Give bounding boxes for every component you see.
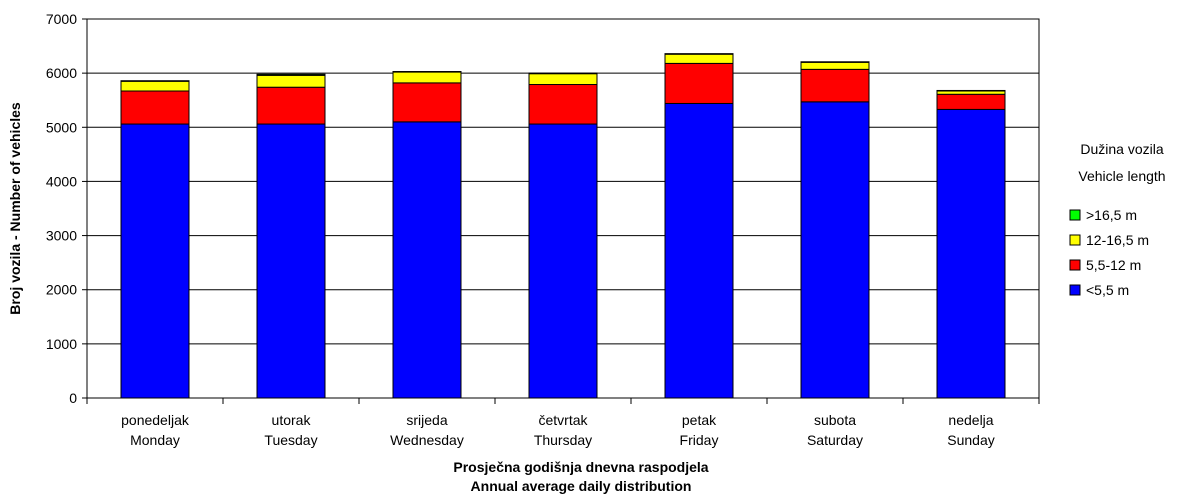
bar-6-series-3 — [936, 89, 1006, 92]
x-tick-label-6-line-1: Sunday — [947, 432, 994, 448]
x-axis-title: Prosječna godišnja dnevna raspodjela Annu… — [453, 459, 708, 494]
bar-1-series-0 — [256, 123, 326, 399]
bar-3-series-0 — [528, 123, 598, 399]
x-axis-title-line-0: Prosječna godišnja dnevna raspodjela — [453, 459, 708, 475]
x-tick-label-2-line-0: srijeda — [406, 412, 447, 428]
y-tick-label-6: 6000 — [46, 65, 77, 81]
legend-title-line-1: Vehicle length — [1078, 168, 1165, 184]
y-tick-label-4: 4000 — [46, 173, 77, 189]
bar-4-series-0 — [664, 102, 734, 399]
axes — [82, 18, 1040, 404]
bar-2-series-0 — [392, 121, 462, 399]
x-tick-label-4-line-0: petak — [682, 412, 717, 428]
x-tick-label-5-line-0: subota — [814, 412, 856, 428]
x-tick-label-1-line-1: Tuesday — [264, 432, 317, 448]
bar-0-series-0 — [120, 123, 190, 399]
y-tick-label-1: 1000 — [46, 336, 77, 352]
bar-5-series-3 — [800, 61, 870, 63]
y-tick-label-5: 5000 — [46, 119, 77, 135]
bar-3-series-2 — [528, 73, 598, 86]
bar-0-series-1 — [120, 90, 190, 125]
x-tick-label-4-line-1: Friday — [680, 432, 719, 448]
bar-1-series-2 — [256, 74, 326, 88]
bar-4-series-1 — [664, 62, 734, 104]
legend-swatch-2 — [1069, 259, 1081, 271]
bar-5-series-2 — [800, 61, 870, 70]
legend-swatch-0 — [1069, 209, 1081, 221]
bar-5-series-1 — [800, 68, 870, 103]
x-tick-label-6-line-0: nedelja — [948, 412, 993, 428]
bar-3-series-3 — [528, 72, 598, 75]
x-tick-label-3-line-0: četvrtak — [538, 412, 588, 428]
x-axis-title-line-1: Annual average daily distribution — [471, 478, 692, 494]
x-tick-label-0-line-0: ponedeljak — [121, 412, 190, 428]
legend-label-0: >16,5 m — [1086, 207, 1137, 223]
legend-title-line-0: Dužina vozila — [1080, 141, 1163, 157]
bar-6-series-1 — [936, 93, 1006, 110]
y-tick-label-2: 2000 — [46, 282, 77, 298]
bar-2-series-1 — [392, 82, 462, 123]
x-tick-label-2-line-1: Wednesday — [390, 432, 464, 448]
legend-swatch-1 — [1069, 234, 1081, 246]
x-tick-label-1-line-0: utorak — [272, 412, 312, 428]
legend: Dužina vozila Vehicle length >16,5 m 12-16,… — [1069, 141, 1166, 298]
y-tick-label-3: 3000 — [46, 228, 77, 244]
bar-1-series-1 — [256, 86, 326, 125]
bar-6-series-0 — [936, 108, 1006, 399]
x-tick-label-5-line-1: Saturday — [807, 432, 863, 448]
bar-1-series-3 — [256, 73, 326, 76]
y-tick-label-7: 7000 — [46, 11, 77, 27]
y-tick-label-0: 0 — [69, 390, 77, 406]
bar-2-series-2 — [392, 71, 462, 84]
bar-3-series-1 — [528, 84, 598, 125]
bar-5-series-0 — [800, 101, 870, 399]
legend-label-3: <5,5 m — [1086, 282, 1129, 298]
y-tick-labels: 0 1000 2000 3000 4000 5000 6000 7000 — [46, 11, 77, 406]
x-tick-labels: ponedeljak Monday utorak Tuesday srijeda Wedn… — [121, 412, 995, 448]
y-axis-title: Broj vozila - Number of vehicles — [7, 102, 23, 315]
x-tick-label-0-line-1: Monday — [130, 432, 180, 448]
legend-swatch-3 — [1069, 284, 1081, 296]
bar-2-series-3 — [392, 71, 462, 73]
x-tick-label-3-line-1: Thursday — [534, 432, 592, 448]
legend-label-1: 12-16,5 m — [1086, 232, 1149, 248]
bars — [120, 53, 1006, 399]
legend-label-2: 5,5-12 m — [1086, 257, 1141, 273]
bar-0-series-3 — [120, 80, 190, 82]
bar-4-series-3 — [664, 53, 734, 55]
bar-0-series-2 — [120, 80, 190, 92]
bar-4-series-2 — [664, 53, 734, 64]
